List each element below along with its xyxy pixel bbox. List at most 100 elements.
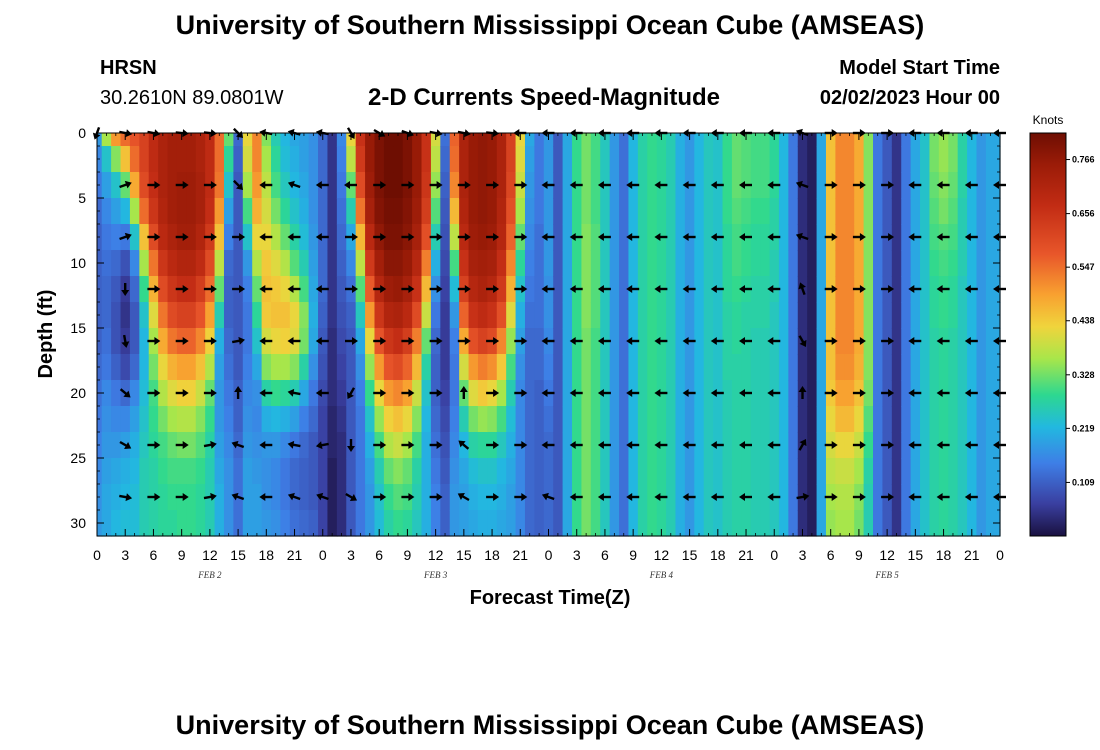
heat-cell <box>590 328 601 355</box>
current-arrow <box>401 285 415 293</box>
heat-cell <box>938 146 949 173</box>
heat-cell <box>910 250 921 277</box>
heat-cell <box>835 458 846 485</box>
heat-cell <box>807 380 818 407</box>
heat-cell <box>186 510 197 531</box>
heat-cell <box>139 328 150 355</box>
heat-cell <box>515 510 526 531</box>
heat-cell <box>562 146 573 173</box>
heat-cell <box>468 458 479 485</box>
heat-cell <box>901 458 912 485</box>
current-arrow <box>486 233 500 241</box>
heat-cell <box>807 510 818 531</box>
heat-cell <box>299 172 310 199</box>
heat-cell <box>694 354 705 381</box>
heat-cell <box>111 354 122 381</box>
heat-cell <box>948 133 959 147</box>
heat-cell <box>487 250 498 277</box>
heat-cell <box>985 198 996 225</box>
heat-cell <box>430 354 441 381</box>
heat-cell <box>186 224 197 251</box>
heat-cell <box>308 302 319 329</box>
heat-cell <box>891 198 902 225</box>
heat-cell <box>477 172 488 199</box>
heat-cell <box>619 250 630 277</box>
heat-cell <box>336 406 347 433</box>
heat-cell <box>957 432 968 459</box>
heat-cell <box>957 302 968 329</box>
heat-cell <box>760 224 771 251</box>
heat-cell <box>666 510 677 531</box>
heat-cell <box>619 484 630 511</box>
heat-cell <box>807 250 818 277</box>
heat-cell <box>844 380 855 407</box>
heat-cell <box>139 172 150 199</box>
heat-cell <box>854 458 865 485</box>
heat-cell <box>421 250 432 277</box>
heat-cell <box>449 406 460 433</box>
current-arrow <box>373 493 387 501</box>
heat-cell <box>468 380 479 407</box>
heat-cell <box>271 484 282 511</box>
heat-cell <box>647 133 658 147</box>
heat-cell <box>562 354 573 381</box>
heat-cell <box>948 406 959 433</box>
heat-cell <box>176 354 187 381</box>
heat-cell <box>167 146 178 173</box>
current-arrow <box>908 285 922 293</box>
current-arrow <box>119 493 133 502</box>
heat-cell <box>722 302 733 329</box>
x-tick-label: 15 <box>908 547 924 563</box>
heat-cell <box>374 250 385 277</box>
heat-cell <box>929 276 940 303</box>
heat-cell <box>195 484 206 511</box>
heat-cell <box>637 146 648 173</box>
heat-cell <box>590 146 601 173</box>
current-arrow <box>401 233 415 241</box>
heat-cell <box>901 250 912 277</box>
heat-cell <box>609 302 620 329</box>
heat-cell <box>619 146 630 173</box>
heat-cell <box>449 432 460 459</box>
heat-cell <box>327 484 338 511</box>
heat-cell <box>393 146 404 173</box>
heat-cell <box>308 484 319 511</box>
heat-cell <box>214 146 225 173</box>
x-tick-label: 12 <box>879 547 895 563</box>
current-arrow <box>682 337 696 345</box>
heat-cell <box>703 510 714 531</box>
x-tick-label: 6 <box>827 547 835 563</box>
heat-cell <box>637 406 648 433</box>
heat-cell <box>863 406 874 433</box>
heat-cell <box>280 406 291 433</box>
heat-cell <box>562 198 573 225</box>
heat-cell <box>308 432 319 459</box>
current-arrow <box>881 233 895 241</box>
heat-cell <box>487 302 498 329</box>
current-arrow <box>597 337 611 345</box>
heat-cell <box>562 133 573 147</box>
heat-cell <box>684 198 695 225</box>
heat-cell <box>816 302 827 329</box>
heat-cell <box>731 133 742 147</box>
heat-cell <box>233 406 244 433</box>
heat-cell <box>148 510 159 531</box>
heat-cell <box>186 302 197 329</box>
heat-cell <box>412 224 423 251</box>
heat-cell <box>807 432 818 459</box>
heat-cell <box>449 198 460 225</box>
heat-cell <box>148 302 159 329</box>
heat-cell <box>703 276 714 303</box>
heat-cell <box>619 302 630 329</box>
heat-cell <box>713 458 724 485</box>
current-arrow <box>569 493 583 501</box>
heat-cell <box>223 380 234 407</box>
heat-cell <box>609 380 620 407</box>
heat-cell <box>186 458 197 485</box>
heat-cell <box>835 198 846 225</box>
heat-cell <box>129 250 140 277</box>
heat-cell <box>223 133 234 147</box>
current-arrow <box>175 233 189 241</box>
y-tick-label: 10 <box>70 255 86 271</box>
heat-cell <box>496 276 507 303</box>
